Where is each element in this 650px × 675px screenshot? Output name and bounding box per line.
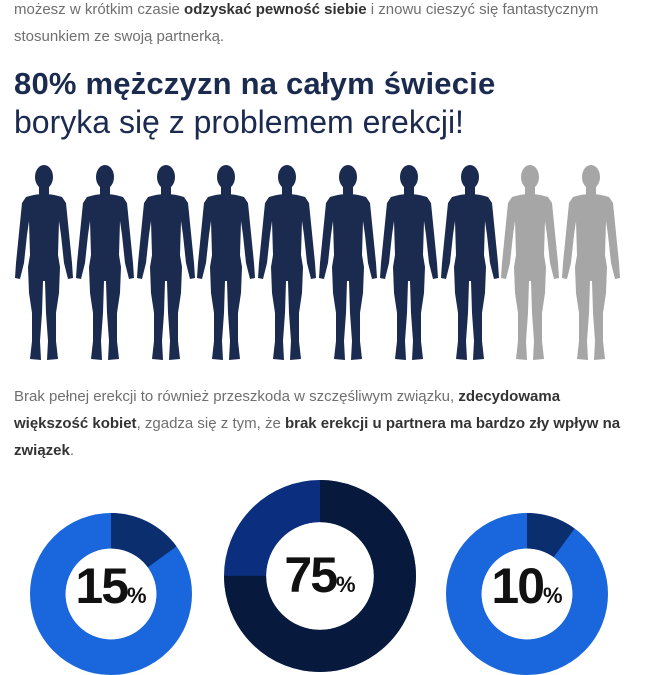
man-silhouette-icon [136,163,196,363]
intro-bold: odzyskać pewność siebie [184,1,367,18]
donut-center [266,522,374,630]
donut-center [481,548,573,640]
man-silhouette-icon [379,163,439,363]
man-silhouette-icon [440,163,500,363]
stat-value: 75% [284,547,356,603]
man-silhouette-icon [257,163,317,363]
men-figures-row [14,163,626,363]
man-silhouette-icon [561,163,621,363]
stat-donut-15: 15% [30,513,192,675]
man-silhouette-icon [318,163,378,363]
man-silhouette-icon [75,163,135,363]
stat-donut-10: 10% [446,513,608,675]
man-silhouette-icon [500,163,560,363]
stat-value: 10% [491,558,563,614]
para-text-3: . [69,442,75,459]
para-bold-2: brak erekcji u partnera ma bardzo zły wp… [14,415,621,459]
para-bold-1: zdecydowama większość kobiet [14,388,561,432]
intro-paragraph: możesz w krótkim czasie odzyskać pewność… [14,0,634,50]
para-text-2: , zgadza się z tym, że [136,415,285,432]
stat-donut-75: 75% [224,480,416,672]
para-text-1: Brak pełnej erekcji to również przeszkod… [14,388,459,405]
donut-value-arc [30,513,192,675]
man-silhouette-icon [14,163,74,363]
donut-center [65,548,157,640]
man-silhouette-icon [196,163,256,363]
intro-text-1: możesz w krótkim czasie [14,1,185,18]
headline-bold: 80% mężczyzn na całym świecie [14,66,496,101]
stat-value: 15% [75,558,147,614]
intro-text-2: i znowu cieszyć się fantastycznym stosun… [14,1,599,45]
headline-normal: boryka się z problemem erekcji! [14,104,464,140]
body-paragraph: Brak pełnej erekcji to również przeszkod… [14,383,624,464]
donut-value-arc [446,513,608,675]
